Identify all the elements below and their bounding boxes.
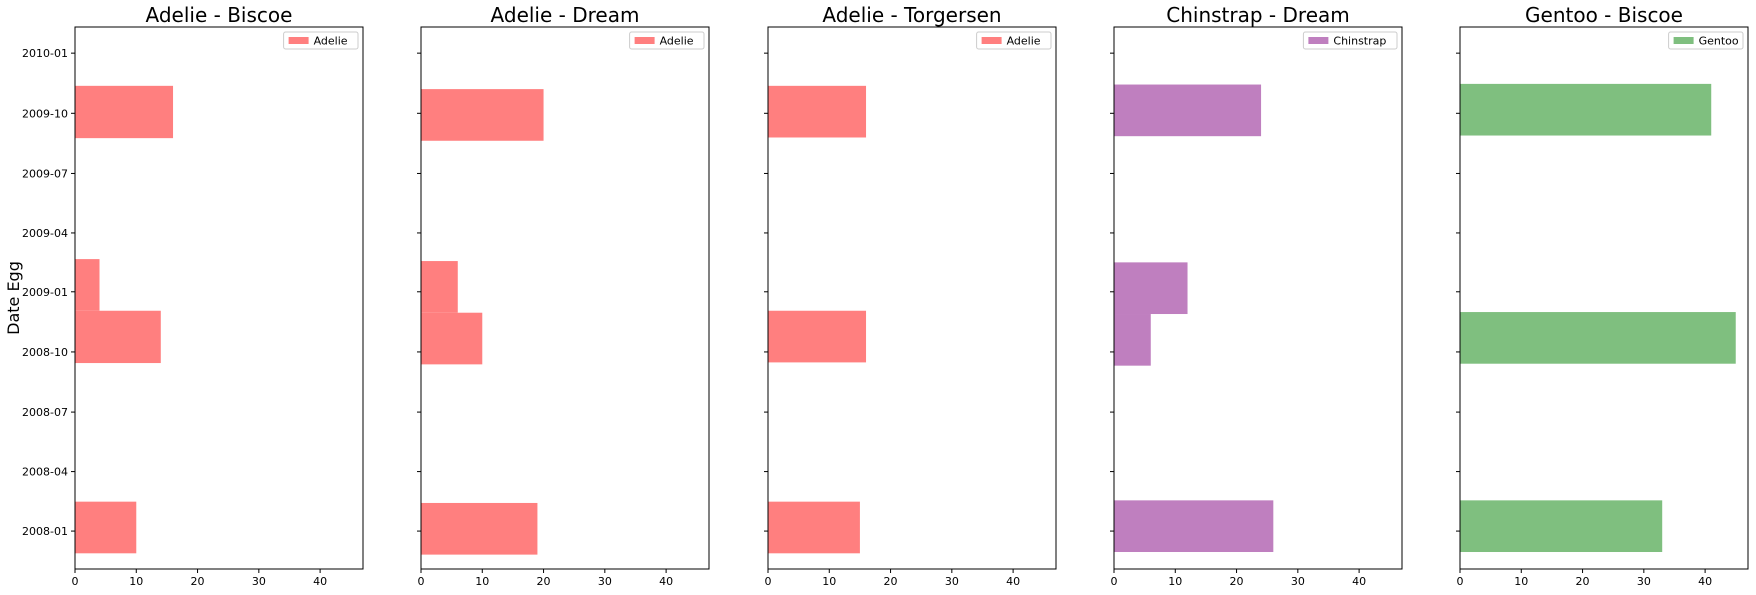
x-tick-label: 20 (1230, 575, 1244, 588)
y-axis-label: Date Egg (4, 261, 23, 335)
legend-swatch (1308, 37, 1329, 44)
y-tick-label: 2009-10 (22, 107, 68, 120)
legend-swatch (1673, 37, 1694, 44)
bar (75, 85, 174, 139)
x-tick-label: 10 (129, 575, 143, 588)
x-tick-label: 20 (1576, 575, 1590, 588)
legend-swatch (634, 37, 655, 44)
legend-swatch (288, 37, 309, 44)
bar (75, 310, 161, 364)
x-tick-label: 20 (537, 575, 551, 588)
x-tick-label: 10 (1514, 575, 1528, 588)
bar (421, 89, 544, 141)
x-tick-label: 30 (1291, 575, 1305, 588)
legend-box (283, 31, 359, 50)
x-tick-label: 30 (598, 575, 612, 588)
x-tick-label: 40 (1352, 575, 1366, 588)
x-tick-label: 10 (822, 575, 836, 588)
legend-box (1668, 31, 1744, 50)
bar (1114, 314, 1151, 366)
legend-label: Gentoo (1699, 35, 1739, 48)
y-tick-label: 2008-07 (22, 406, 68, 419)
bar (1114, 262, 1188, 315)
x-tick-label: 40 (313, 575, 327, 588)
y-tick-label: 2008-01 (22, 525, 68, 538)
x-tick-label: 0 (1457, 575, 1464, 588)
x-tick-label: 20 (191, 575, 205, 588)
bar (421, 502, 538, 555)
axes-frame (767, 26, 1057, 570)
x-tick-label: 20 (884, 575, 898, 588)
bar (421, 261, 458, 313)
x-tick-label: 30 (1637, 575, 1651, 588)
legend-label: Adelie (660, 35, 694, 48)
x-tick-label: 0 (1111, 575, 1118, 588)
x-tick-label: 30 (252, 575, 266, 588)
bar (768, 85, 867, 138)
bar (421, 312, 483, 365)
x-tick-label: 0 (765, 575, 772, 588)
axes-frame (1113, 26, 1403, 570)
x-tick-label: 40 (1698, 575, 1712, 588)
legend-label: Chinstrap (1333, 35, 1386, 48)
x-tick-label: 0 (72, 575, 79, 588)
y-tick-label: 2010-01 (22, 47, 68, 60)
axes-frame (74, 26, 364, 570)
legend-box (976, 31, 1052, 50)
legend-swatch (981, 37, 1002, 44)
bar (1460, 312, 1736, 364)
y-tick-label: 2009-04 (22, 227, 68, 240)
y-tick-label: 2008-10 (22, 346, 68, 359)
chart-title: Adelie - Biscoe (146, 3, 293, 27)
x-tick-label: 40 (659, 575, 673, 588)
x-tick-label: 10 (475, 575, 489, 588)
axes-frame (1459, 26, 1749, 570)
bar (75, 259, 100, 311)
chart-title: Gentoo - Biscoe (1525, 3, 1683, 27)
bar (768, 501, 860, 554)
bar (75, 501, 137, 554)
y-tick-label: 2008-04 (22, 466, 68, 479)
legend-label: Adelie (314, 35, 348, 48)
axes-frame (420, 26, 710, 570)
y-tick-label: 2009-07 (22, 167, 68, 180)
chart-title: Chinstrap - Dream (1166, 3, 1349, 27)
y-tick-label: 2009-01 (22, 286, 68, 299)
x-tick-label: 40 (1006, 575, 1020, 588)
bar (1114, 84, 1262, 137)
chart-title: Adelie - Torgersen (822, 3, 1001, 27)
x-tick-label: 10 (1168, 575, 1182, 588)
legend-box (1302, 31, 1398, 50)
bar (1460, 500, 1663, 553)
x-tick-label: 0 (418, 575, 425, 588)
chart-title: Adelie - Dream (491, 3, 640, 27)
bar (768, 310, 867, 363)
bar (1460, 83, 1712, 136)
x-tick-label: 30 (945, 575, 959, 588)
legend-box (629, 31, 705, 50)
legend-label: Adelie (1007, 35, 1041, 48)
bar (1114, 500, 1274, 553)
